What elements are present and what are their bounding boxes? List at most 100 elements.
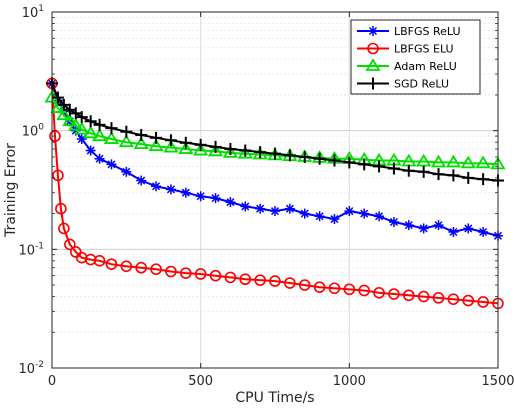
data-point	[374, 211, 385, 222]
data-point	[55, 202, 67, 215]
legend-label: LBFGS ReLU	[394, 25, 461, 38]
series-sgd-relu	[46, 77, 504, 187]
data-point	[178, 141, 194, 154]
x-tick-label: 1000	[333, 374, 366, 389]
data-point	[283, 149, 296, 162]
x-tick-label: 500	[188, 374, 213, 389]
legend-label: SGD ReLU	[394, 78, 449, 91]
legend-marker	[367, 77, 379, 90]
data-point	[402, 289, 415, 302]
data-point	[237, 145, 253, 159]
data-point	[240, 201, 251, 212]
data-point	[418, 223, 429, 234]
data-point	[416, 153, 432, 167]
data-point	[402, 164, 415, 177]
y-tick-label: 100	[22, 123, 45, 140]
data-point	[118, 134, 134, 148]
data-point	[58, 222, 70, 235]
legend-marker	[368, 26, 378, 36]
data-point	[209, 140, 222, 153]
data-point	[103, 131, 120, 144]
data-point	[343, 283, 356, 296]
series-lbfgs-elu	[46, 77, 504, 310]
data-point	[64, 238, 76, 251]
data-point	[447, 169, 460, 182]
data-point	[448, 226, 459, 237]
data-point	[225, 197, 236, 208]
data-point	[136, 175, 147, 186]
legend-marker	[367, 42, 379, 55]
data-point	[432, 292, 445, 304]
data-point	[313, 281, 326, 293]
data-point	[135, 128, 148, 141]
data-point	[151, 181, 162, 192]
data-point	[121, 166, 132, 177]
data-point	[93, 118, 106, 131]
data-point	[180, 267, 192, 279]
data-point	[164, 134, 177, 147]
series-line	[51, 83, 499, 305]
tick-layer: 0 500 1000 1500 10-2 10-1 100 101	[18, 4, 514, 389]
data-point	[239, 273, 252, 286]
data-point	[148, 138, 164, 152]
data-point	[314, 211, 325, 222]
data-point	[51, 91, 64, 104]
data-point	[193, 142, 209, 156]
data-point	[105, 122, 118, 135]
data-point	[388, 288, 400, 300]
data-point	[62, 113, 78, 127]
legend-item: SGD ReLU	[357, 77, 449, 91]
data-point	[85, 145, 96, 156]
data-point	[269, 275, 281, 287]
data-point	[477, 296, 489, 308]
legend-marker	[365, 58, 381, 71]
data-point	[69, 246, 82, 258]
data-point	[269, 147, 281, 160]
data-point	[460, 155, 476, 169]
y-tick-label: 101	[22, 4, 44, 21]
data-point	[165, 184, 176, 195]
data-point	[462, 171, 475, 184]
data-point	[433, 220, 444, 231]
data-point	[328, 282, 341, 295]
data-point	[52, 169, 64, 182]
data-point	[373, 287, 385, 299]
data-point	[165, 265, 177, 278]
data-point	[343, 156, 356, 169]
data-point	[84, 253, 97, 266]
x-axis-label: CPU Time/s	[235, 390, 314, 406]
data-point	[179, 136, 192, 149]
data-point	[344, 206, 355, 217]
data-point	[254, 146, 267, 159]
data-point	[84, 115, 97, 128]
data-point	[194, 268, 207, 280]
data-point	[56, 107, 72, 121]
data-point	[75, 111, 88, 124]
data-point	[447, 293, 460, 305]
data-point	[417, 165, 430, 178]
legend-item: LBFGS ELU	[357, 43, 454, 56]
data-point	[105, 258, 118, 270]
data-point	[207, 143, 224, 157]
data-point	[373, 160, 386, 173]
data-point	[430, 154, 447, 168]
data-point	[210, 193, 221, 204]
data-point	[462, 294, 475, 307]
data-point	[358, 284, 371, 297]
x-tick-label: 1500	[481, 374, 514, 389]
data-point	[284, 277, 296, 289]
data-point	[432, 168, 445, 181]
data-point	[478, 226, 489, 237]
data-point	[254, 274, 266, 286]
y-axis-label: Training Error	[3, 143, 19, 238]
data-point	[387, 162, 400, 175]
data-point	[463, 223, 474, 234]
legend-label: Adam ReLU	[394, 60, 457, 73]
data-point	[163, 139, 179, 153]
data-point	[313, 152, 326, 165]
data-point	[194, 138, 207, 151]
data-point	[270, 206, 280, 217]
data-point	[91, 128, 108, 141]
data-point	[388, 216, 399, 227]
